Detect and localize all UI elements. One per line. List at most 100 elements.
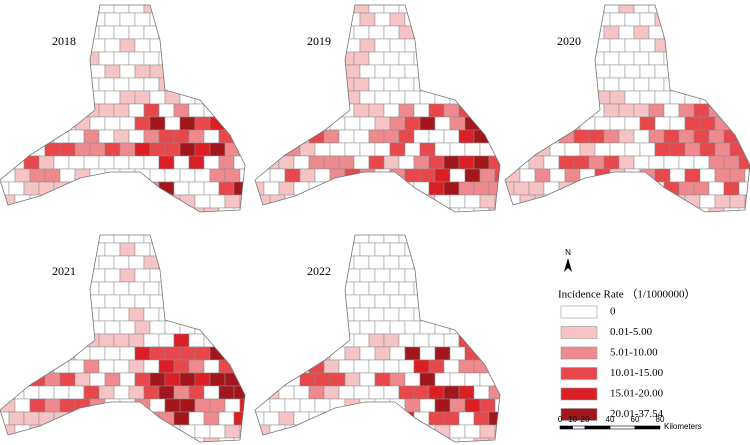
region — [14, 38, 31, 53]
region — [38, 77, 55, 92]
region — [263, 103, 280, 118]
region — [359, 398, 376, 413]
region — [374, 268, 391, 283]
region — [59, 142, 76, 157]
region — [134, 116, 151, 131]
region — [209, 116, 226, 131]
region — [434, 38, 451, 53]
region — [528, 77, 545, 92]
region — [579, 38, 596, 53]
region — [134, 194, 151, 209]
region — [194, 168, 211, 183]
region — [494, 194, 500, 209]
region — [194, 90, 211, 105]
region — [479, 398, 496, 413]
region — [173, 333, 190, 348]
region — [179, 64, 196, 79]
region — [194, 268, 211, 283]
region — [143, 411, 160, 426]
region — [505, 194, 521, 209]
region — [603, 25, 620, 40]
region — [684, 64, 701, 79]
region — [618, 103, 635, 118]
region — [699, 38, 716, 53]
region — [353, 129, 370, 144]
region — [209, 372, 226, 387]
region — [473, 77, 490, 92]
region — [269, 346, 286, 361]
region — [359, 242, 376, 257]
region — [269, 168, 286, 183]
region — [74, 142, 91, 157]
region — [413, 207, 430, 212]
region — [284, 168, 301, 183]
region — [59, 372, 76, 387]
region — [233, 281, 245, 296]
region — [609, 12, 626, 27]
region — [494, 424, 500, 439]
region — [464, 268, 481, 283]
region — [648, 51, 665, 66]
region — [53, 437, 70, 442]
region — [104, 242, 121, 257]
region — [188, 411, 205, 426]
region — [255, 77, 265, 92]
region — [83, 129, 100, 144]
region — [299, 64, 316, 79]
region — [338, 437, 355, 442]
region — [278, 207, 295, 212]
region — [389, 142, 406, 157]
region — [113, 181, 130, 196]
region — [255, 333, 265, 348]
region — [299, 142, 316, 157]
region — [684, 90, 701, 105]
region — [624, 116, 641, 131]
region — [723, 181, 740, 196]
region — [38, 281, 55, 296]
region — [269, 116, 286, 131]
region — [263, 307, 280, 322]
region — [505, 168, 521, 183]
region — [14, 116, 31, 131]
region — [443, 385, 460, 400]
region — [203, 51, 220, 66]
region — [458, 411, 475, 426]
region — [443, 437, 460, 442]
region — [338, 155, 355, 170]
region — [323, 385, 340, 400]
region — [609, 38, 626, 53]
region — [8, 333, 25, 348]
region — [389, 90, 406, 105]
region — [188, 255, 205, 270]
region — [203, 281, 220, 296]
region — [494, 12, 500, 27]
region — [224, 372, 241, 387]
region — [269, 398, 286, 413]
region — [549, 64, 566, 79]
region — [194, 346, 211, 361]
region — [479, 242, 496, 257]
region — [113, 155, 130, 170]
region — [654, 90, 671, 105]
region — [573, 5, 590, 14]
region — [255, 385, 265, 400]
region — [23, 77, 40, 92]
region — [158, 437, 175, 442]
region — [428, 181, 445, 196]
region — [398, 385, 415, 400]
region — [209, 294, 226, 309]
map-panel: 2018 — [0, 4, 246, 213]
region — [83, 25, 100, 40]
region — [38, 333, 55, 348]
region — [314, 320, 331, 335]
region — [314, 90, 331, 105]
region — [434, 116, 451, 131]
region — [323, 281, 340, 296]
region — [464, 398, 481, 413]
region — [549, 168, 566, 183]
region — [239, 242, 245, 257]
region — [278, 77, 295, 92]
region — [494, 64, 500, 79]
region — [194, 38, 211, 53]
